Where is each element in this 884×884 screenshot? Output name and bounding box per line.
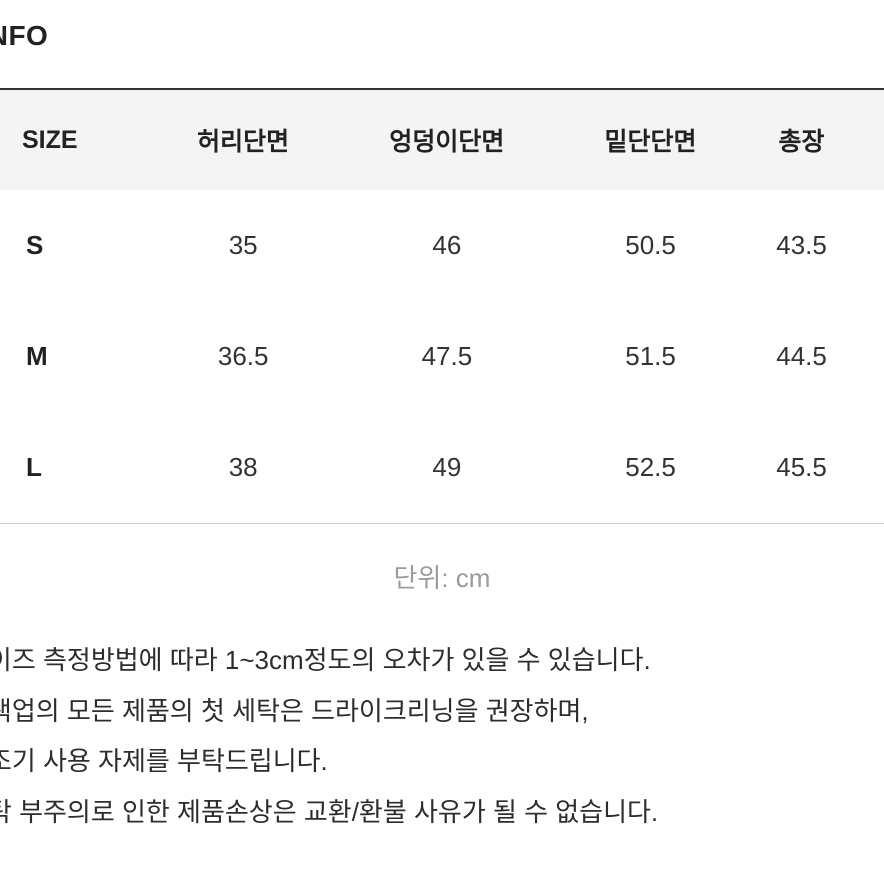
table-row: M 36.5 47.5 51.5 44.5 [0,301,884,412]
cell-value: 49 [334,412,560,524]
col-header: 허리단면 [153,89,334,190]
cell-value: 51.5 [560,301,741,412]
cell-size: M [0,301,153,412]
note-line: ㅓ조기 사용 자제를 부탁드립니다. [0,736,884,787]
cell-value: 35 [153,190,334,301]
cell-value: 47.5 [334,301,560,412]
section-title: E INFO [0,20,884,52]
col-header: SIZE [0,89,153,190]
cell-value: 38 [153,412,334,524]
table-row: L 38 49 52.5 45.5 [0,412,884,524]
cell-value: 45.5 [741,412,884,524]
cell-size: S [0,190,153,301]
cell-value: 44.5 [741,301,884,412]
notes-block: ㅏ이즈 측정방법에 따라 1~3cm정도의 오차가 있을 수 있습니다. ㅐ랙업… [0,635,884,838]
cell-value: 50.5 [560,190,741,301]
col-header: 밑단단면 [560,89,741,190]
table-row: S 35 46 50.5 43.5 [0,190,884,301]
note-line: ㅔ탁 부주의로 인한 제품손상은 교환/환불 사유가 될 수 없습니다. [0,787,884,838]
unit-label: 단위: cm [0,558,884,595]
size-info-section: E INFO SIZE 허리단면 엉덩이단면 밑단단면 총장 S 35 46 5… [0,0,884,838]
cell-value: 43.5 [741,190,884,301]
cell-value: 36.5 [153,301,334,412]
note-line: ㅐ랙업의 모든 제품의 첫 세탁은 드라이크리닝을 권장하며, [0,686,884,737]
col-header: 총장 [741,89,884,190]
col-header: 엉덩이단면 [334,89,560,190]
cell-value: 52.5 [560,412,741,524]
size-table: SIZE 허리단면 엉덩이단면 밑단단면 총장 S 35 46 50.5 43.… [0,88,884,524]
table-header-row: SIZE 허리단면 엉덩이단면 밑단단면 총장 [0,89,884,190]
cell-value: 46 [334,190,560,301]
cell-size: L [0,412,153,524]
note-line: ㅏ이즈 측정방법에 따라 1~3cm정도의 오차가 있을 수 있습니다. [0,635,884,686]
